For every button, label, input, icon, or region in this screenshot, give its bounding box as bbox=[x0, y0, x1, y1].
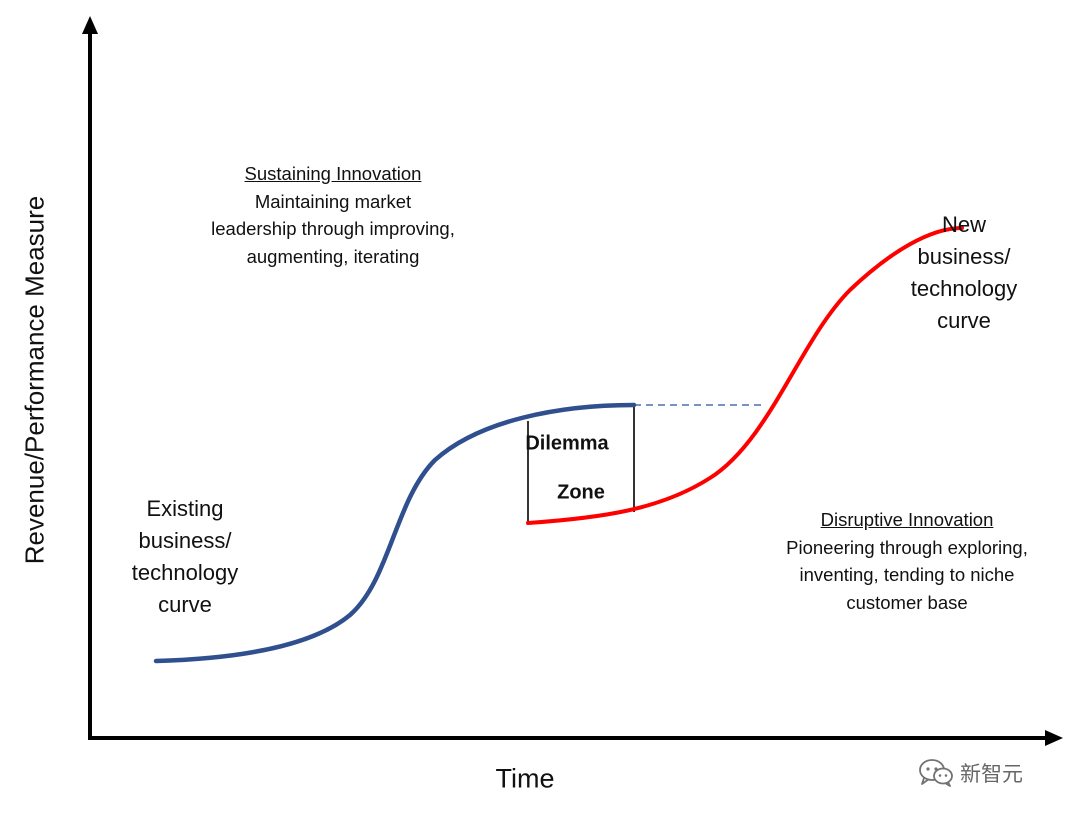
sustaining-innovation-heading: Sustaining Innovation bbox=[244, 163, 422, 184]
dilemma-zone-label-line2: Zone bbox=[557, 481, 605, 504]
existing-technology-curve bbox=[153, 402, 637, 664]
disruptive-innovation-line: inventing, tending to niche bbox=[799, 564, 1015, 585]
dilemma-zone-label-line1: Dilemma bbox=[525, 432, 609, 455]
y-axis-label: Revenue/Performance Measure bbox=[19, 195, 50, 565]
disruptive-innovation-line: Pioneering through exploring, bbox=[786, 536, 1028, 558]
disruptive-innovation-block: Disruptive Innovation Pioneering through… bbox=[786, 506, 1028, 616]
x-axis-arrowhead bbox=[1045, 730, 1063, 746]
new-technology-curve bbox=[526, 226, 964, 525]
y-axis-arrowhead bbox=[82, 16, 98, 34]
existing-curve-label-line: technology bbox=[131, 560, 239, 585]
wechat-icon bbox=[919, 759, 953, 787]
disruptive-innovation-heading: Disruptive Innovation bbox=[820, 509, 994, 530]
existing-curve-label-line: business/ bbox=[138, 528, 232, 553]
watermark-text: 新智元 bbox=[960, 762, 1023, 786]
existing-curve-label-line: Existing bbox=[146, 496, 224, 521]
sustaining-innovation-line: leadership through improving, bbox=[211, 218, 455, 239]
new-curve-label-line: business/ bbox=[917, 244, 1011, 269]
new-curve-label-line: technology bbox=[910, 276, 1018, 301]
sustaining-innovation-line: Maintaining market bbox=[254, 190, 412, 212]
disruptive-innovation-line: customer base bbox=[846, 591, 968, 613]
new-curve-label-line: curve bbox=[937, 308, 991, 333]
x-axis-label: Time bbox=[495, 763, 555, 794]
new-curve-label: New business/ technology curve bbox=[911, 209, 1017, 337]
sustaining-innovation-line: augmenting, iterating bbox=[246, 245, 420, 267]
existing-curve-label: Existing business/ technology curve bbox=[132, 493, 238, 621]
sustaining-innovation-block: Sustaining Innovation Maintaining market… bbox=[211, 160, 455, 270]
existing-curve-label-line: curve bbox=[158, 592, 212, 617]
watermark: 新智元 bbox=[918, 758, 1023, 788]
new-curve-label-line: New bbox=[941, 212, 987, 237]
